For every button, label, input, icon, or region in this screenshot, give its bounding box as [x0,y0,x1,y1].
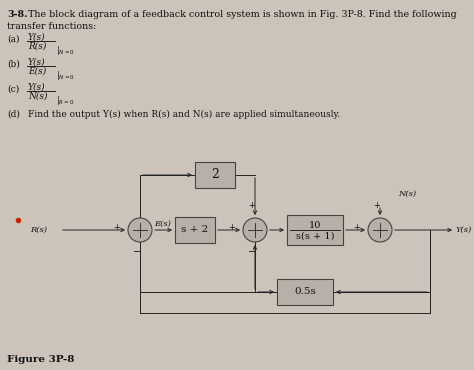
Text: +: + [113,222,120,232]
Text: N(s): N(s) [28,92,47,101]
Bar [287,215,343,245]
Text: (a): (a) [7,35,19,44]
Text: Y(s): Y(s) [28,33,46,42]
Text: Y(s): Y(s) [28,83,46,92]
Text: E(s): E(s) [28,67,46,76]
Text: +: + [374,201,381,210]
Text: (d): (d) [7,110,20,119]
Text: 3-8.: 3-8. [7,10,27,19]
Circle shape [243,218,267,242]
Text: 0.5s: 0.5s [294,287,316,296]
Text: R(s): R(s) [30,226,47,234]
Text: (c): (c) [7,85,19,94]
Text: 2: 2 [211,168,219,182]
Text: $|_{R=0}$: $|_{R=0}$ [56,94,75,107]
Text: +: + [248,201,255,210]
Text: Find the output Y(s) when R(s) and N(s) are applied simultaneously.: Find the output Y(s) when R(s) and N(s) … [28,110,340,119]
Text: Figure 3P-8: Figure 3P-8 [7,355,74,364]
Text: Y(s): Y(s) [456,226,472,234]
Text: R(s): R(s) [28,42,46,51]
Text: (b): (b) [7,60,20,69]
Circle shape [368,218,392,242]
Text: −: − [248,247,256,257]
Text: E(s): E(s) [154,220,171,228]
Bar [277,279,333,305]
Text: $|_{N=0}$: $|_{N=0}$ [56,69,75,82]
Text: +: + [228,222,235,232]
Text: s(s + 1): s(s + 1) [296,232,334,240]
Text: +: + [353,222,360,232]
Text: −: − [133,247,141,257]
Text: 10: 10 [309,221,321,229]
Text: The block diagram of a feedback control system is shown in Fig. 3P-8. Find the f: The block diagram of a feedback control … [28,10,457,19]
Text: Y(s): Y(s) [28,58,46,67]
Text: transfer functions:: transfer functions: [7,22,96,31]
Text: s + 2: s + 2 [182,225,209,235]
Text: $|_{N=0}$: $|_{N=0}$ [56,44,75,57]
Circle shape [128,218,152,242]
Bar [195,162,235,188]
Bar [175,217,215,243]
Text: N(s): N(s) [398,190,416,198]
